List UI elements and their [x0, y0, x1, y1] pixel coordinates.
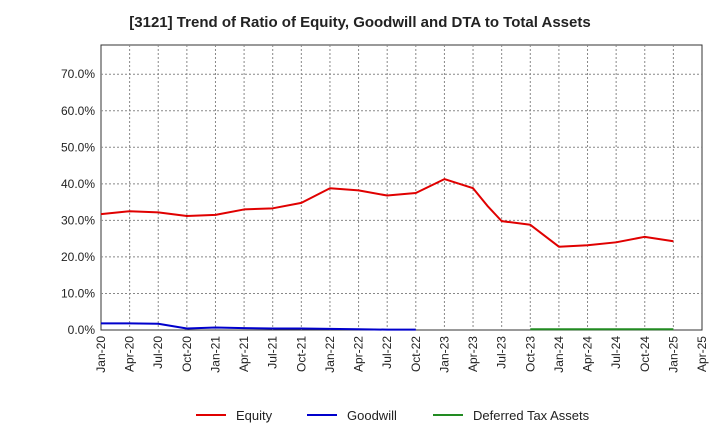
x-tick-label: Jul-24 [609, 336, 623, 369]
legend-label-goodwill: Goodwill [347, 408, 397, 423]
x-tick-label: Apr-24 [581, 336, 595, 372]
x-tick-label: Jan-23 [437, 336, 451, 373]
y-tick-label: 40.0% [61, 177, 95, 191]
y-tick-label: 20.0% [61, 250, 95, 264]
x-tick-label: Oct-22 [409, 336, 423, 372]
chart-title: [3121] Trend of Ratio of Equity, Goodwil… [129, 14, 591, 31]
y-tick-label: 10.0% [61, 286, 95, 300]
y-tick-label: 60.0% [61, 104, 95, 118]
x-tick-label: Apr-21 [237, 336, 251, 372]
x-tick-label: Jul-21 [266, 336, 280, 369]
legend-label-equity: Equity [236, 408, 273, 423]
x-tick-label: Oct-23 [523, 336, 537, 372]
y-tick-label: 70.0% [61, 67, 95, 81]
plot-area [100, 44, 703, 331]
x-tick-label: Apr-22 [352, 336, 366, 372]
x-tick-label: Apr-25 [695, 336, 709, 372]
x-tick-label: Jan-24 [552, 336, 566, 373]
x-tick-label: Oct-21 [294, 336, 308, 372]
series-line-equity [100, 178, 674, 248]
x-tick-label: Jan-21 [208, 336, 222, 373]
x-tick-label: Jul-20 [151, 336, 165, 369]
y-tick-label: 30.0% [61, 213, 95, 227]
y-tick-label: 0.0% [68, 323, 96, 337]
series-line-goodwill [101, 322, 416, 331]
x-tick-label: Apr-20 [123, 336, 137, 372]
x-tick-label: Apr-23 [466, 336, 480, 372]
y-tick-label: 50.0% [61, 140, 95, 154]
x-tick-label: Jul-23 [495, 336, 509, 369]
x-tick-label: Jan-22 [323, 336, 337, 373]
legend-label-deferred-tax-assets: Deferred Tax Assets [473, 408, 590, 423]
x-tick-label: Oct-24 [638, 336, 652, 372]
x-tick-label: Oct-20 [180, 336, 194, 372]
x-tick-label: Jan-20 [94, 336, 108, 373]
x-tick-label: Jul-22 [380, 336, 394, 369]
x-tick-label: Jan-25 [666, 336, 680, 373]
